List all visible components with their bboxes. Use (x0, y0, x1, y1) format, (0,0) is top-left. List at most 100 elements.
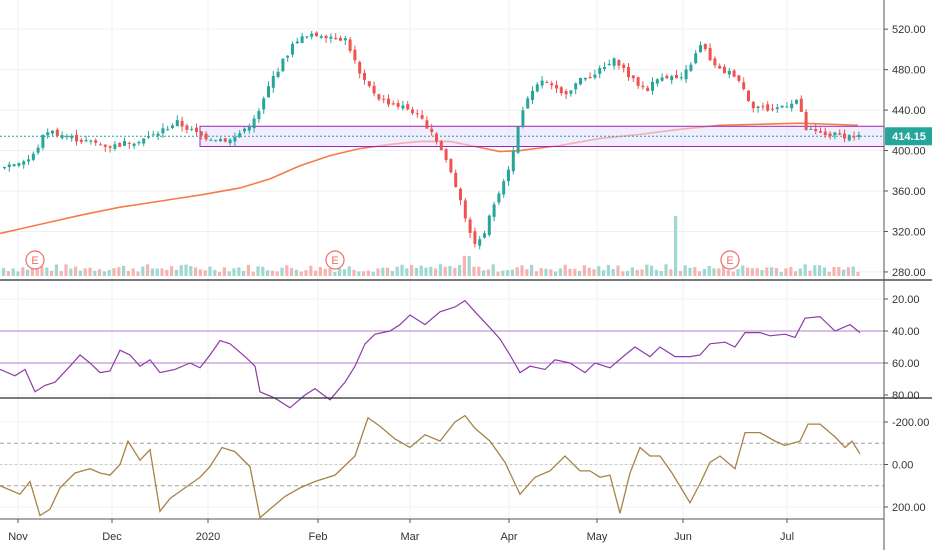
volume-bar (712, 268, 716, 276)
volume-bar (45, 267, 49, 276)
candle-body (257, 111, 261, 120)
volume-bar (64, 264, 68, 276)
candle (214, 139, 218, 142)
candle-body (708, 47, 712, 61)
candle (55, 127, 59, 138)
earnings-marker[interactable]: E (25, 250, 45, 270)
candle-body (329, 36, 333, 39)
candle (751, 100, 755, 113)
candle (631, 74, 635, 82)
candle-body (775, 107, 779, 110)
volume-bar (227, 271, 231, 276)
candle-body (804, 111, 808, 130)
candle (780, 105, 784, 109)
candle (675, 70, 678, 79)
candle-body (574, 83, 578, 90)
candle (833, 132, 837, 140)
candle (142, 138, 146, 147)
volume-bar (611, 268, 615, 276)
candle (281, 58, 285, 73)
candle (579, 77, 582, 86)
candle (449, 157, 453, 174)
candle (204, 131, 208, 142)
candle-body (209, 139, 213, 141)
candle (372, 81, 376, 97)
candle-body (89, 140, 93, 142)
candle (156, 131, 160, 140)
volume-bar (765, 267, 769, 276)
volume-bar (270, 270, 274, 276)
volume-bar (755, 268, 759, 276)
candle-body (353, 49, 357, 61)
volume-bar (818, 265, 822, 276)
volume-bar (674, 216, 678, 276)
candle-body (113, 144, 117, 149)
candle (329, 33, 333, 44)
candle (771, 103, 774, 112)
candle (497, 191, 501, 206)
candle-body (267, 86, 270, 98)
candle (127, 141, 131, 149)
volume-bar (741, 265, 745, 276)
cci-tick-label: 0.00 (892, 460, 913, 472)
candle (339, 35, 342, 42)
candle (699, 41, 702, 53)
volume-bar (626, 270, 630, 276)
volume-bar (688, 267, 692, 276)
grid-lines (0, 0, 884, 520)
volume-bar (141, 266, 145, 276)
volume-bar (314, 270, 318, 276)
volume-bar (717, 268, 721, 276)
candle (531, 86, 534, 105)
volume-bar (443, 266, 447, 276)
rsi-tick-label: 80.00 (892, 390, 920, 402)
candle (108, 145, 112, 153)
candle-body (675, 74, 678, 79)
candle (166, 125, 170, 131)
candle (161, 123, 165, 138)
volume-bar (693, 267, 697, 276)
candle-body (300, 36, 304, 44)
candle (555, 80, 558, 93)
volume-bar (554, 271, 558, 276)
volume-bar (482, 270, 486, 276)
volume-bar (405, 268, 409, 276)
volume-bar (189, 266, 193, 276)
volume-bar (731, 271, 735, 276)
candle-body (579, 78, 582, 85)
volume-bar (659, 270, 663, 276)
candle-body (756, 106, 760, 109)
candle (823, 127, 827, 138)
volume-bar (179, 265, 183, 276)
candle-body (631, 75, 635, 79)
volume-bar (621, 271, 625, 276)
candle (118, 142, 122, 147)
candle (348, 36, 352, 53)
candle (396, 99, 400, 110)
candle (353, 45, 357, 64)
volume-bar (784, 268, 788, 276)
volume-bar (650, 265, 654, 276)
candle (22, 159, 26, 169)
volume-bar (59, 271, 63, 276)
candle-body (199, 131, 203, 136)
price-tick-label: 440.00 (892, 105, 926, 117)
price-tag-bg (885, 127, 932, 146)
volume-bar (683, 265, 687, 276)
candle (180, 116, 184, 132)
candle (574, 82, 578, 95)
candle-body (36, 147, 40, 153)
earnings-marker[interactable]: E (720, 250, 740, 270)
time-tick-label: Dec (102, 531, 122, 543)
earnings-marker[interactable]: E (325, 250, 345, 270)
candle (723, 64, 726, 74)
candle (838, 129, 842, 136)
volume-bar (832, 267, 836, 276)
volume-bar (856, 271, 860, 276)
candle-body (454, 172, 458, 187)
rsi-tick-label: 40.00 (892, 326, 920, 338)
